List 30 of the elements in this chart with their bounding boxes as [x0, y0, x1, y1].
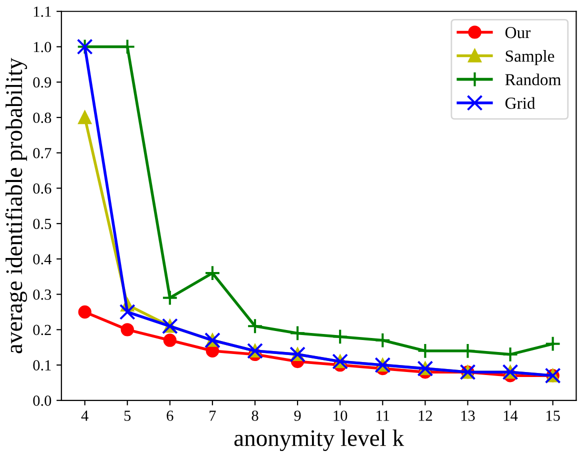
- y-tick-label: 0.2: [33, 324, 51, 336]
- x-tick-label: 5: [124, 410, 131, 421]
- y-tick-label: 0.6: [33, 183, 52, 194]
- y-tick-label: 0.8: [33, 112, 52, 123]
- x-tick-label: 14: [504, 410, 518, 421]
- x-tick-label: 6: [166, 410, 174, 421]
- x-tick-label: 9: [294, 410, 301, 421]
- y-axis-title: average identifiable probability: [5, 58, 28, 354]
- x-tick-label: 12: [418, 410, 432, 421]
- y-tick-label: 0.7: [33, 148, 52, 158]
- y-tick-label: 0.4: [33, 254, 52, 264]
- legend-label: Grid: [505, 97, 536, 109]
- legend-label: Random: [505, 74, 561, 86]
- y-tick-label: 0.5: [33, 218, 52, 230]
- x-tick-label: 15: [546, 410, 560, 421]
- legend-label: Sample: [506, 50, 554, 66]
- x-tick-label: 11: [376, 410, 390, 421]
- x-axis-title: anonymity level k: [234, 430, 404, 452]
- y-tick-label: 0.0: [33, 396, 52, 406]
- y-tick-label: 0.9: [33, 77, 52, 88]
- y-tick-label: 1.0: [34, 42, 52, 52]
- x-tick-label: 7: [210, 410, 216, 421]
- x-tick-label: 13: [461, 410, 475, 421]
- y-tick-label: 0.1: [33, 360, 51, 371]
- x-tick-label: 10: [334, 410, 348, 421]
- y-tick-label: 0.3: [33, 289, 52, 300]
- y-tick-label: 1.1: [34, 6, 51, 17]
- legend-label: Our: [505, 27, 531, 38]
- x-tick-label: 4: [81, 410, 88, 421]
- x-tick-label: 8: [252, 410, 258, 421]
